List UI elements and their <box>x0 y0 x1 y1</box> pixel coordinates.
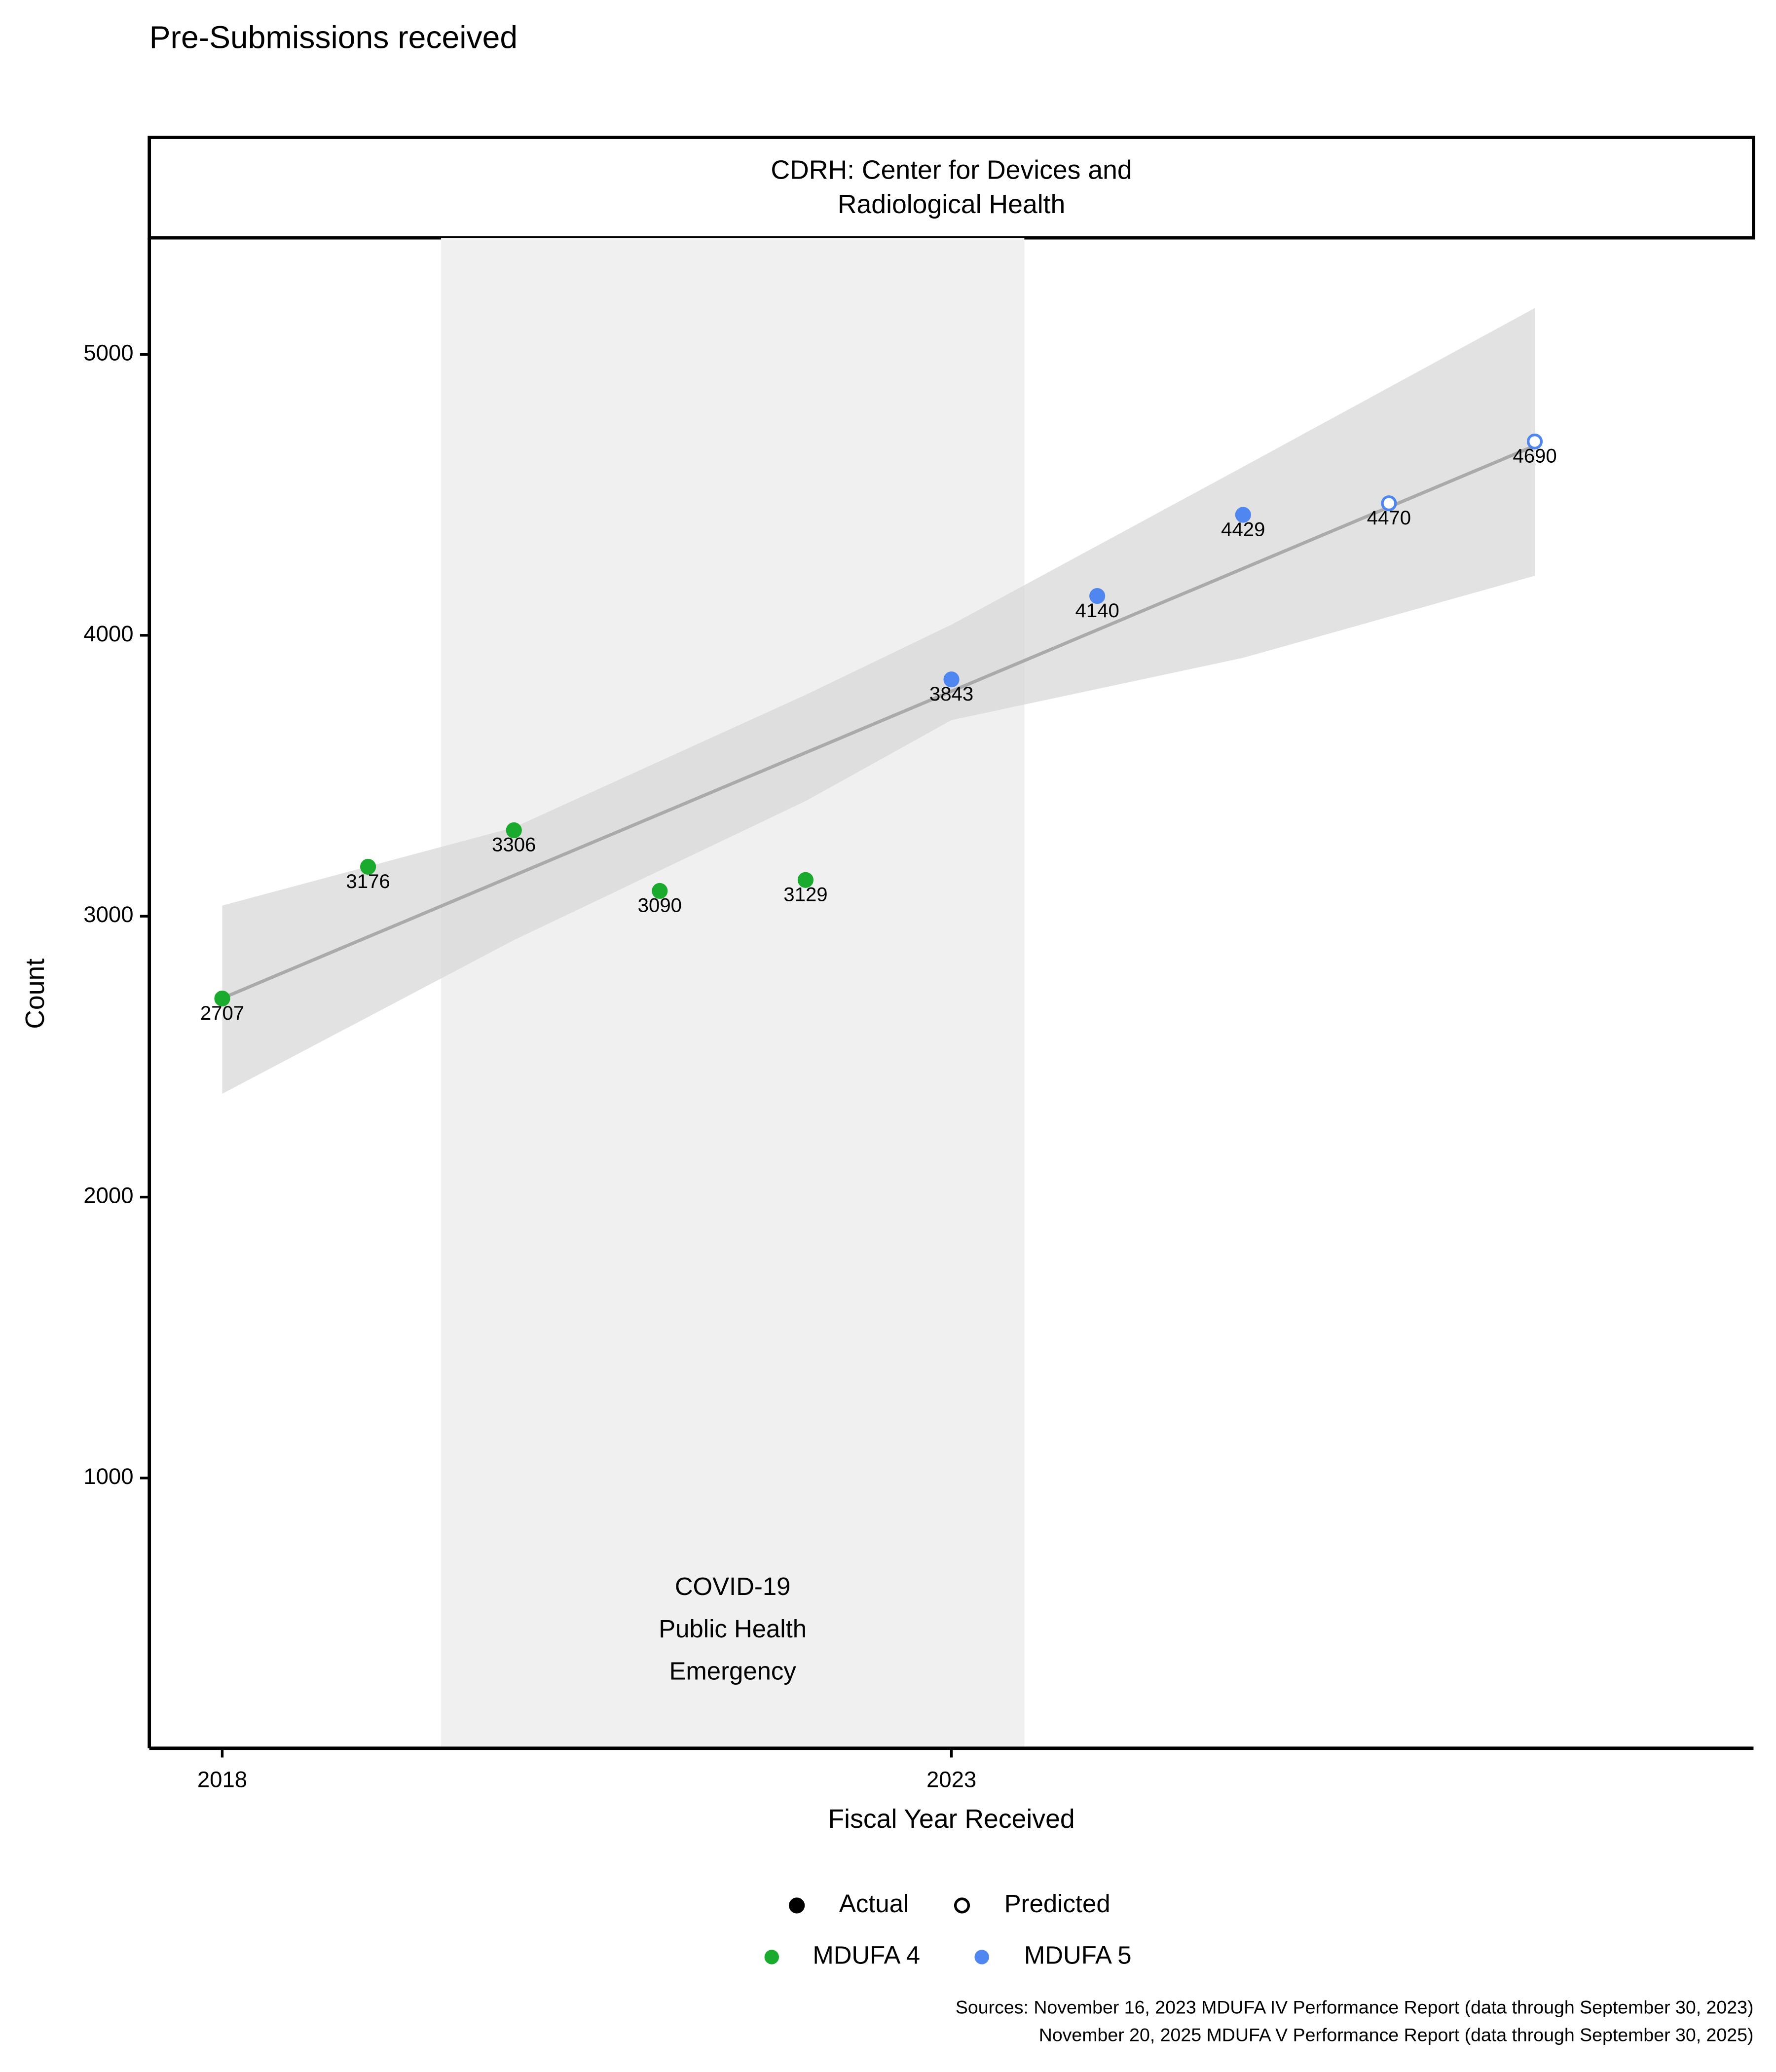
legend-label: MDUFA 5 <box>1024 1941 1132 1969</box>
region-label: COVID-19 <box>675 1572 791 1600</box>
x-tick-label: 2018 <box>197 1767 247 1792</box>
legend-marker <box>764 1950 779 1964</box>
actual-point <box>214 990 230 1007</box>
y-tick-label: 3000 <box>83 902 133 927</box>
predicted-point <box>1381 495 1397 512</box>
data-label: 4470 <box>1367 507 1411 529</box>
data-label: 3090 <box>638 894 682 917</box>
data-label: 3306 <box>492 834 536 856</box>
legend-marker <box>974 1950 989 1964</box>
data-label: 4690 <box>1513 445 1556 467</box>
legend-marker <box>954 1897 970 1914</box>
actual-point <box>943 671 960 688</box>
facet-label: Radiological Health <box>838 190 1066 219</box>
region-label: Public Health <box>659 1615 807 1643</box>
actual-point <box>506 822 522 839</box>
y-tick-label: 4000 <box>83 621 133 646</box>
y-tick-label: 1000 <box>83 1464 133 1489</box>
facet-label: CDRH: Center for Devices and <box>771 155 1132 185</box>
data-label: 2707 <box>200 1002 244 1024</box>
confidence-band <box>222 308 1535 1094</box>
source-note: Sources: November 16, 2023 MDUFA IV Perf… <box>956 1997 1754 2017</box>
predicted-point <box>1526 433 1543 450</box>
x-axis-label: Fiscal Year Received <box>828 1805 1074 1834</box>
actual-point <box>1235 507 1251 523</box>
trend-line <box>222 444 1536 1000</box>
actual-point <box>797 872 814 888</box>
y-tick-label: 5000 <box>83 340 133 365</box>
data-label: 4429 <box>1221 518 1265 540</box>
actual-point <box>1089 588 1106 604</box>
data-label: 3129 <box>783 884 827 906</box>
facet-strip <box>148 136 1755 240</box>
legend-label: Predicted <box>1004 1889 1110 1918</box>
x-tick-label: 2023 <box>926 1767 976 1792</box>
data-label: 3843 <box>929 683 973 705</box>
data-label: 4140 <box>1075 599 1119 622</box>
actual-point <box>652 883 668 899</box>
actual-point <box>360 858 376 875</box>
y-tick-label: 2000 <box>83 1183 133 1208</box>
legend-marker <box>789 1897 805 1914</box>
legend-label: Actual <box>839 1889 909 1918</box>
region-label: Emergency <box>669 1657 796 1685</box>
source-note: November 20, 2025 MDUFA V Performance Re… <box>1039 2025 1754 2045</box>
data-label: 3176 <box>346 870 390 892</box>
legend-label: MDUFA 4 <box>813 1941 920 1969</box>
chart-title: Pre-Submissions received <box>149 19 518 55</box>
y-axis-label: Count <box>21 959 50 1029</box>
shaded-region <box>441 238 1025 1748</box>
